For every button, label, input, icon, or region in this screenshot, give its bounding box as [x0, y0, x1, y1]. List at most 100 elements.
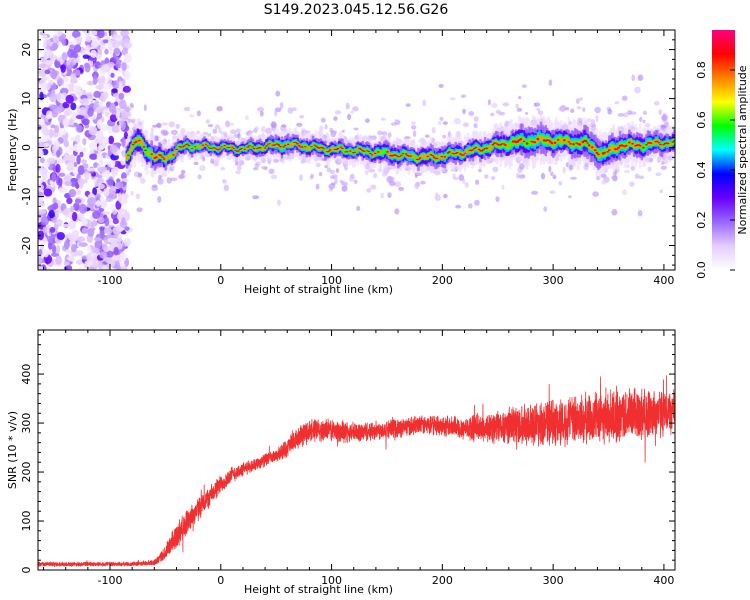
x-tick-label: 100: [321, 274, 342, 287]
ridge-halo-speckle: [225, 120, 230, 128]
noise-speckle: [108, 30, 114, 36]
noise-speckle: [67, 220, 77, 230]
snr-series-line: [38, 375, 675, 568]
ridge-cell: [273, 144, 276, 146]
noise-speckle: [76, 236, 85, 243]
ridge-halo-speckle: [623, 112, 629, 118]
noise-speckle: [87, 197, 96, 206]
ridge-cell: [400, 154, 403, 156]
noise-speckle: [72, 30, 81, 38]
ridge-halo-speckle: [155, 123, 162, 128]
noise-speckle: [96, 112, 103, 119]
ridge-cell: [150, 153, 153, 155]
y-tick-label: 0: [20, 144, 33, 151]
ridge-halo-speckle: [661, 114, 668, 121]
noise-speckle: [108, 135, 115, 145]
ridge-cell: [480, 149, 484, 152]
noise-speckle: [107, 61, 115, 68]
noise-speckle: [120, 266, 128, 270]
ridge-cell: [193, 146, 197, 148]
ridge-halo-speckle: [611, 209, 618, 216]
ridge-halo-speckle: [437, 121, 442, 125]
ridge-halo-speckle: [550, 171, 554, 176]
ridge-halo-speckle: [353, 127, 359, 131]
ridge-cell: [162, 158, 166, 160]
ridge-cell: [473, 147, 476, 150]
ridge-halo-speckle: [268, 168, 275, 175]
noise-speckle: [99, 196, 104, 202]
ridge-halo-speckle: [594, 106, 601, 114]
noise-speckle: [84, 260, 94, 266]
noise-speckle: [56, 77, 64, 86]
ridge-cell: [159, 154, 163, 157]
ridge-halo-speckle: [590, 119, 596, 125]
noise-speckle: [69, 205, 75, 213]
noise-speckle: [112, 80, 120, 89]
ridge-halo-speckle: [516, 107, 523, 112]
noise-speckle: [47, 157, 56, 165]
ridge-halo-speckle: [461, 94, 467, 98]
ridge-halo-speckle: [157, 196, 162, 203]
noise-speckle: [80, 216, 88, 227]
ridge-cell: [642, 146, 645, 149]
ridge-halo-speckle: [558, 181, 563, 186]
ridge-halo-speckle: [259, 110, 264, 117]
ridge-halo-speckle: [318, 172, 323, 177]
ridge-cell: [597, 153, 600, 156]
ridge-cell: [279, 145, 282, 148]
noise-speckle: [74, 198, 82, 204]
ridge-halo-speckle: [389, 181, 396, 187]
ridge-halo-speckle: [655, 172, 662, 177]
noise-speckle: [98, 77, 105, 87]
colorbar-gradient: [712, 30, 735, 270]
ridge-halo-speckle: [334, 110, 342, 115]
noise-speckle: [114, 181, 124, 189]
snr-y-label: SNR (10 * v/v): [6, 411, 19, 489]
noise-speckle: [39, 57, 47, 64]
noise-speckle: [55, 93, 62, 101]
ridge-cell: [339, 146, 343, 148]
noise-speckle: [96, 154, 104, 161]
ridge-halo-speckle: [326, 167, 332, 173]
ridge-cell: [127, 154, 130, 156]
colorbar-ticks: 0.0 0.2 0.4 0.6 0.8: [695, 61, 735, 279]
ridge-cell: [606, 151, 609, 153]
ridge-halo-speckle: [299, 115, 305, 119]
noise-speckle: [84, 171, 90, 181]
noise-speckle: [85, 35, 93, 43]
ridge-halo-speckle: [659, 189, 663, 194]
y-tick-label: 100: [20, 511, 33, 532]
ridge-cell: [662, 144, 665, 146]
ridge-cell: [141, 141, 144, 147]
noise-speckle: [92, 210, 101, 220]
ridge-cell: [587, 144, 591, 147]
ridge-cell: [456, 152, 459, 154]
ridge-halo-speckle: [320, 117, 326, 123]
ridge-cell: [190, 148, 194, 150]
ridge-halo-speckle: [405, 103, 411, 107]
noise-speckle: [77, 165, 85, 176]
ridge-cell: [533, 141, 537, 144]
spectrogram-x-ticks: -100 0 100 200 300 400: [43, 30, 674, 287]
ridge-halo-speckle: [377, 130, 383, 136]
ridge-halo-speckle: [196, 110, 201, 117]
ridge-halo-speckle: [299, 174, 303, 181]
noise-speckle: [56, 159, 65, 164]
noise-speckle: [86, 252, 92, 262]
ridge-cell: [671, 141, 675, 143]
ridge-halo-speckle: [352, 106, 359, 112]
ridge-cell: [359, 148, 363, 150]
noise-speckle: [66, 30, 74, 39]
ridge-cell: [550, 142, 554, 145]
noise-speckle: [89, 153, 98, 160]
ridge-cell: [173, 151, 177, 155]
ridge-halo-speckle: [222, 179, 227, 184]
noise-speckle: [73, 202, 80, 211]
spectrogram-y-label: Frequency (Hz): [6, 109, 19, 192]
noise-speckle: [66, 197, 73, 204]
noise-speckle: [38, 68, 47, 77]
ridge-halo-speckle: [517, 166, 523, 174]
noise-speckle: [110, 238, 119, 244]
snr-frame: [37, 329, 676, 571]
noise-speckle: [90, 40, 98, 49]
